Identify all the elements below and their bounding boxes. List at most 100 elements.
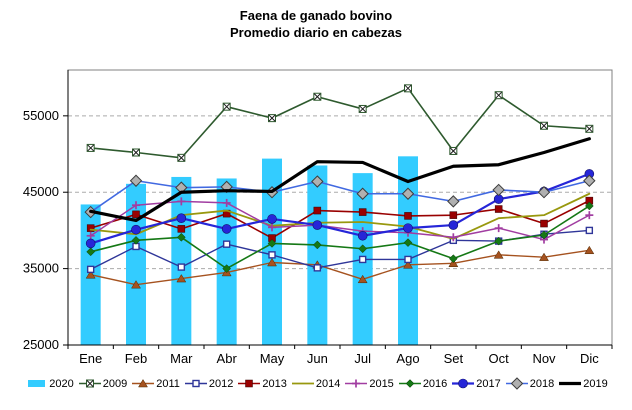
series-2017-marker-Abr	[221, 224, 232, 234]
legend-swatch-2012	[184, 379, 207, 388]
y-tick-label-25000: 25000	[23, 337, 59, 352]
series-2019	[89, 137, 591, 223]
series-2012-marker-May	[268, 251, 276, 259]
series-2017-marker-Ago	[403, 223, 413, 233]
legend-swatch-2011	[132, 379, 155, 388]
series-2017-marker-Jun	[312, 220, 323, 230]
series-2011	[85, 245, 595, 289]
series-2016-marker-Ene	[86, 247, 96, 257]
chart-title: Faena de ganado bovino Promedio diario e…	[0, 7, 632, 41]
legend-label-2019: 2019	[583, 377, 608, 390]
legend-sample-2020	[28, 380, 46, 387]
legend-label-2020: 2020	[49, 377, 74, 390]
legend-label-2014: 2014	[315, 377, 341, 390]
legend-item-2015: 2015	[344, 377, 394, 390]
legend-swatch-2014	[291, 382, 314, 385]
legend-label-2009: 2009	[102, 377, 128, 390]
legend-marker-2011	[138, 379, 149, 388]
legend-item-2012: 2012	[184, 377, 233, 390]
series-2009-marker-Dic-stroke2	[585, 125, 593, 133]
legend-sample-2011	[132, 379, 155, 388]
legend-item-2017: 2017	[451, 377, 501, 390]
chart-title-line1: Faena de ganado bovino	[239, 8, 393, 23]
series-2009-marker-Ago-stroke2	[404, 84, 412, 92]
legend-item-2014: 2014	[291, 377, 340, 390]
series-2016-marker-Dic	[584, 201, 594, 211]
series-2016-marker-Jun	[312, 240, 322, 250]
series-2009-marker-Jul-stroke2	[359, 105, 367, 113]
x-label-Abr: Abr	[217, 351, 238, 366]
series-2011-marker-Nov	[539, 252, 549, 261]
legend-label-2012: 2012	[208, 377, 234, 390]
series-2009-marker-Set-stroke2	[449, 147, 457, 155]
series-2009-marker-Jun-stroke2	[313, 93, 321, 101]
series-2018-marker-Oct	[492, 183, 505, 197]
series-2013-marker-Jun	[313, 206, 322, 215]
legend-marker-2016	[405, 379, 415, 388]
series-2011-marker-Dic	[584, 245, 595, 255]
series-2017-marker-Set	[448, 220, 459, 230]
series-2009-marker-Feb-stroke2	[132, 149, 140, 156]
series-2011-marker-Ene	[85, 270, 96, 279]
series-2012-marker-Jul	[358, 255, 367, 264]
series-2014-line	[89, 192, 591, 240]
series-2011-marker-Jul	[357, 274, 368, 284]
legend-swatch-2017	[452, 378, 475, 389]
series-2013-marker-Nov	[540, 219, 548, 228]
bar-2020-Abr	[216, 178, 237, 345]
series-2016-marker-Mar	[176, 232, 186, 242]
series-2017-line	[89, 172, 591, 245]
series-2011-marker-Feb	[131, 280, 141, 289]
series-2011-marker-Mar	[176, 274, 187, 283]
y-tick-label-35000: 35000	[23, 261, 59, 276]
series-2018-marker-Jul	[356, 187, 369, 200]
legend-label-2018: 2018	[529, 377, 555, 390]
series-2013-line	[89, 199, 591, 239]
series-2011-marker-Oct	[493, 250, 504, 259]
series-2018-marker-Ago	[401, 187, 415, 200]
series-2013-marker-Ago	[404, 212, 412, 220]
series-2014	[89, 192, 591, 240]
x-label-Mar: Mar	[170, 351, 193, 366]
x-label-Jun: Jun	[307, 351, 328, 366]
x-label-Feb: Feb	[125, 351, 147, 366]
legend-sample-2012	[184, 379, 207, 388]
series-2018-marker-Jun	[311, 175, 324, 188]
bar-2020-Feb	[126, 183, 146, 345]
series-2012-marker-Mar	[177, 263, 186, 271]
legend-sample-2017	[452, 378, 475, 389]
legend-marker-2012	[192, 379, 200, 388]
series-2011-line	[89, 249, 591, 286]
legend-swatch-2016	[398, 379, 421, 388]
plot-frame	[67, 69, 613, 346]
legend-swatch-2020	[28, 380, 46, 387]
x-label-May: May	[260, 351, 285, 366]
chart-title-line2: Promedio diario en cabezas	[230, 25, 402, 40]
legend-label-2015: 2015	[369, 377, 394, 390]
series-2017-marker-May	[267, 214, 277, 224]
series-2016-line	[89, 205, 591, 270]
legend-item-2019: 2019	[558, 377, 608, 390]
series-2018-marker-Nov	[537, 186, 551, 199]
x-label-Dic: Dic	[580, 351, 599, 366]
legend-item-2009: 2009	[78, 377, 127, 390]
plot-area: 25000 35000 45000 55000 Ene Feb Mar Abr May Jun Ju…	[23, 69, 613, 366]
series-2012-marker-Ago	[404, 255, 412, 264]
series-2009-line	[89, 87, 591, 159]
legend-item-2020: 2020	[24, 377, 74, 390]
legend-label-2011: 2011	[156, 377, 180, 390]
legend-swatch-2009	[78, 379, 101, 388]
legend-item-2016: 2016	[398, 377, 447, 390]
legend-sample-2016	[398, 379, 421, 388]
bar-2020-Ago	[398, 156, 418, 345]
series-2013-marker-Set	[449, 211, 458, 219]
series-2018-marker-Feb	[129, 174, 143, 187]
series-2013-marker-Feb	[132, 210, 140, 219]
legend-item-2018: 2018	[505, 377, 554, 390]
series-2009-marker-Abr-stroke2	[223, 103, 231, 111]
series-2019-line	[89, 137, 591, 223]
series-2012-marker-Jun	[313, 264, 322, 272]
legend-item-2011: 2011	[131, 377, 180, 390]
series-2013-marker-Mar	[177, 225, 186, 233]
series-2017-marker-Mar	[176, 213, 187, 223]
